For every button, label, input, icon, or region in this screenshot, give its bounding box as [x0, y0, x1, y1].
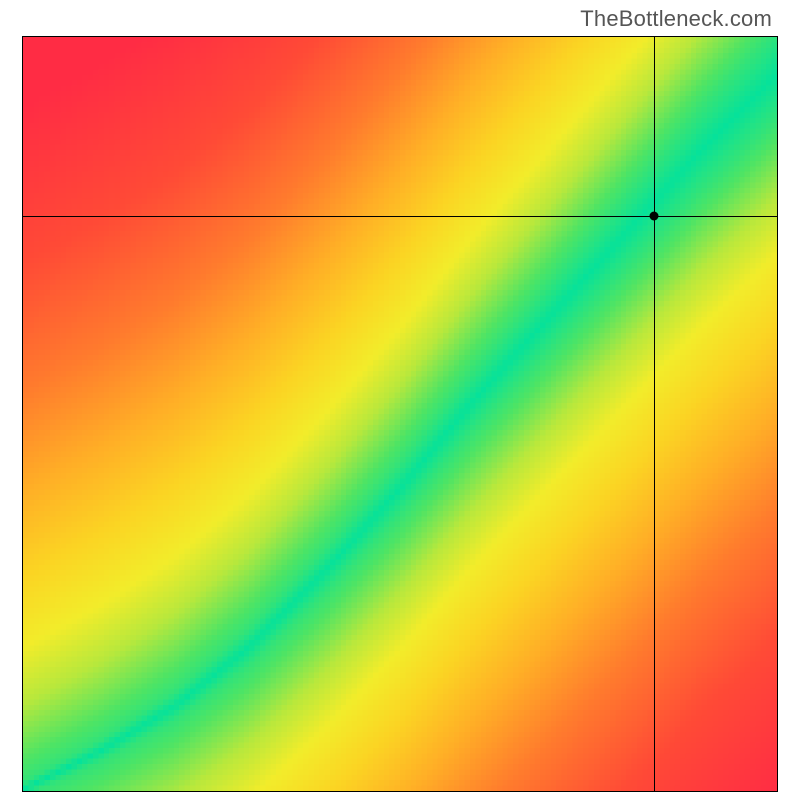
heatmap-frame	[22, 36, 778, 792]
crosshair-dot	[650, 212, 659, 221]
watermark-text: TheBottleneck.com	[580, 6, 772, 32]
heatmap-canvas	[23, 37, 777, 791]
crosshair-horizontal	[23, 216, 777, 217]
crosshair-vertical	[654, 37, 655, 791]
